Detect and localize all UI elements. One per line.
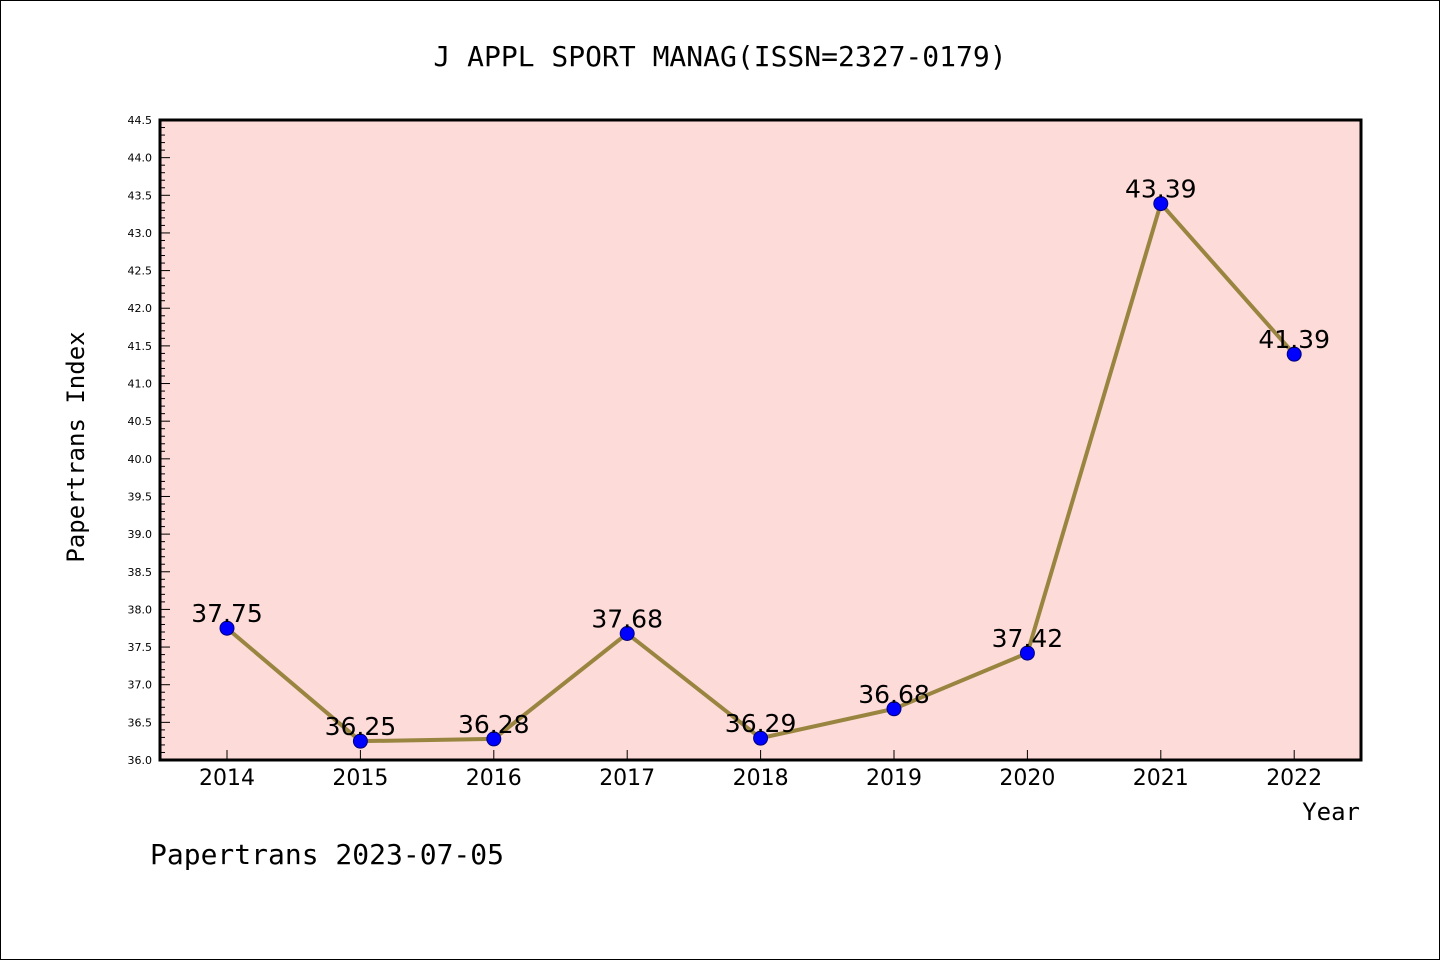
y-axis: 36.0 36.5 37.0 37.5 38.0 38.5 39.0 39.5 40.0 40.5… bbox=[128, 114, 170, 767]
data-point bbox=[886, 701, 902, 717]
x-tick-label: 2016 bbox=[466, 766, 522, 791]
data-label: 36.25 bbox=[325, 712, 397, 741]
y-tick-label: 44.5 bbox=[128, 114, 153, 127]
y-tick-label: 40.5 bbox=[128, 415, 153, 428]
y-tick-label: 41.5 bbox=[128, 340, 153, 353]
x-tick-label: 2018 bbox=[733, 766, 789, 791]
data-label: 37.42 bbox=[992, 624, 1064, 653]
data-point bbox=[1286, 346, 1302, 362]
data-markers bbox=[219, 196, 1302, 749]
plot-area bbox=[160, 120, 1361, 760]
data-point bbox=[1019, 645, 1035, 661]
x-tick-label: 2021 bbox=[1133, 766, 1189, 791]
x-tick-label: 2014 bbox=[199, 766, 255, 791]
y-tick-label: 39.0 bbox=[128, 528, 153, 541]
y-tick-label: 42.5 bbox=[128, 265, 153, 278]
data-point bbox=[352, 733, 368, 749]
x-tick-label: 2015 bbox=[332, 766, 388, 791]
data-labels: 37.75 36.25 36.28 37.68 36.29 36.68 37.42 43.39… bbox=[191, 175, 1330, 742]
data-label: 37.68 bbox=[591, 605, 663, 634]
y-tick-label: 41.0 bbox=[128, 378, 153, 391]
data-point bbox=[619, 626, 635, 642]
data-point bbox=[1153, 196, 1169, 212]
x-tick-label: 2017 bbox=[599, 766, 655, 791]
y-axis-label: Papertrans Index bbox=[62, 331, 90, 562]
x-tick-label: 2019 bbox=[866, 766, 922, 791]
y-tick-label: 44.0 bbox=[128, 152, 153, 165]
data-point bbox=[219, 620, 235, 636]
y-tick-label: 36.0 bbox=[128, 754, 153, 767]
x-axis: 2014 2015 2016 2017 2018 2019 2020 2021 2022 bbox=[199, 750, 1322, 791]
y-tick-label: 43.0 bbox=[128, 227, 153, 240]
data-label: 43.39 bbox=[1125, 175, 1197, 204]
plot-border bbox=[158, 118, 1363, 762]
y-tick-label: 39.5 bbox=[128, 490, 153, 503]
data-point bbox=[486, 731, 502, 747]
data-label: 36.68 bbox=[858, 680, 930, 709]
y-tick-label: 37.0 bbox=[128, 679, 153, 692]
chart-title: J APPL SPORT MANAG(ISSN=2327-0179) bbox=[433, 40, 1006, 73]
data-label: 36.28 bbox=[458, 710, 530, 739]
data-label: 37.75 bbox=[191, 599, 263, 628]
y-tick-label: 40.0 bbox=[128, 453, 153, 466]
footer-caption: Papertrans 2023-07-05 bbox=[150, 838, 504, 871]
data-label: 41.39 bbox=[1258, 325, 1330, 354]
y-tick-label: 37.5 bbox=[128, 641, 153, 654]
y-tick-label: 38.0 bbox=[128, 603, 153, 616]
x-tick-label: 2020 bbox=[999, 766, 1055, 791]
y-tick-label: 38.5 bbox=[128, 566, 153, 579]
data-label: 36.29 bbox=[725, 709, 797, 738]
y-tick-label: 42.0 bbox=[128, 302, 153, 315]
y-tick-label: 43.5 bbox=[128, 189, 153, 202]
data-point bbox=[753, 730, 769, 746]
x-axis-label: Year bbox=[1302, 798, 1360, 826]
y-tick-label: 36.5 bbox=[128, 716, 153, 729]
x-tick-label: 2022 bbox=[1266, 766, 1322, 791]
